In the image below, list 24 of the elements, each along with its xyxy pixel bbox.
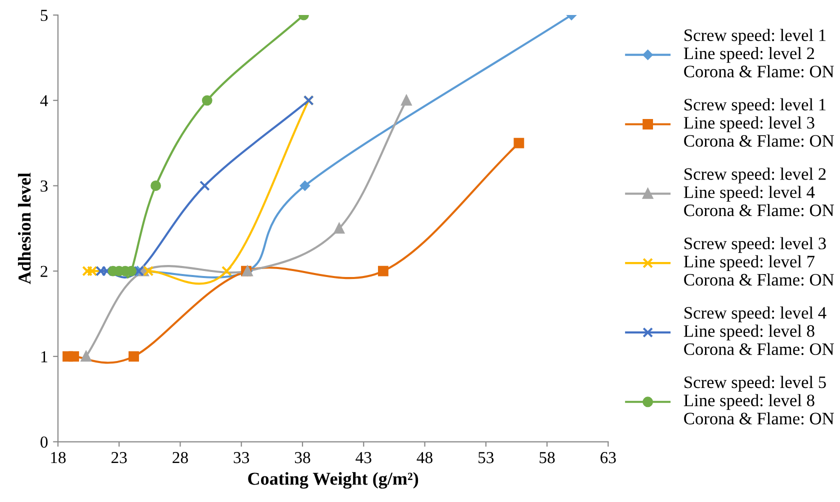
legend-label: Screw speed: level 2 Line speed: level 4 Corona & Flame: ON (684, 168, 834, 216)
y-tick-label: 4 (40, 95, 48, 106)
x-axis-title: Coating Weight (g/m²) (248, 472, 418, 489)
legend-label: Screw speed: level 4 Line speed: level 8 Corona & Flame: ON (684, 306, 834, 356)
legend-label: Screw speed: level 5 Line speed: level 8 Corona & Flame: ON (684, 376, 834, 425)
legend-label: Screw speed: level 3 Line speed: level 7 Corona & Flame: ON (684, 237, 834, 286)
y-tick-label: 5 (40, 10, 48, 22)
legend-label: Screw speed: level 1 Line speed: level 3 Corona & Flame: ON (684, 98, 834, 147)
x-tick-label: 23 (111, 452, 127, 464)
x-tick-label: 43 (356, 452, 372, 464)
x-tick-label: 18 (51, 452, 66, 464)
x-tick-label: 28 (172, 452, 188, 464)
x-tick-label: 33 (234, 452, 250, 464)
x-tick-label: 48 (416, 452, 432, 464)
x-tick-label: 63 (600, 452, 616, 464)
x-tick-label: 53 (478, 452, 494, 464)
y-axis-title: Adhesion level (18, 172, 31, 284)
y-tick-label: 1 (41, 351, 48, 362)
x-tick-label: 38 (294, 452, 310, 464)
y-tick-label: 2 (40, 266, 48, 277)
y-tick-label: 3 (40, 180, 48, 192)
y-tick-label: 0 (40, 436, 48, 448)
legend-label: Screw speed: level 1 Line speed: level 2 Corona & Flame: ON (684, 28, 834, 78)
x-tick-label: 58 (540, 452, 555, 464)
